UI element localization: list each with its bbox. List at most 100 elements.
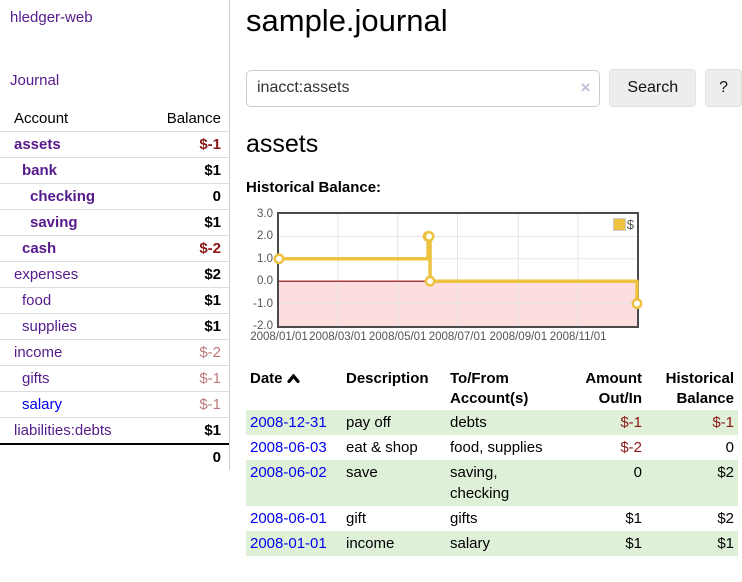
register-amount: $1 (625, 510, 642, 527)
sidebar: hledger-web Journal Account Balance asse… (0, 0, 230, 470)
y-tick-label: 2.0 (257, 230, 273, 243)
chart-svg (273, 214, 643, 326)
help-button[interactable]: ? (705, 69, 742, 107)
register-header-date[interactable]: Date (246, 368, 342, 410)
sidebar-account-link[interactable]: income (14, 344, 63, 361)
register-description: save (346, 464, 378, 481)
page: hledger-web Journal Account Balance asse… (0, 0, 742, 556)
account-total-row: 0 (0, 443, 229, 470)
sidebar-account-balance: $-2 (199, 240, 221, 257)
account-balance-table: Account Balance assets $-1 bank $1 check… (0, 106, 229, 470)
x-tick-label: 2008/09/01 (489, 331, 548, 343)
register-accounts: food, supplies (450, 439, 543, 456)
sidebar-account-link[interactable]: salary (22, 396, 63, 413)
register-description: eat & shop (346, 439, 418, 456)
y-tick-label: 1.0 (257, 252, 273, 265)
register-description: gift (346, 510, 367, 527)
x-tick-label: 2008/07/01 (428, 331, 487, 343)
register-row: 2008-06-02 save saving, checking 0 $2 (246, 460, 738, 506)
sidebar-account-row: assets $-1 (0, 131, 229, 157)
app-title[interactable]: hledger-web (10, 9, 93, 26)
register-accounts: salary (450, 535, 491, 552)
register-amount: $-1 (620, 414, 642, 431)
sidebar-account-row: checking 0 (0, 183, 229, 209)
sidebar-account-row: saving $1 (0, 209, 229, 235)
register-amount: $1 (625, 535, 642, 552)
sidebar-account-row: income $-2 (0, 339, 229, 365)
sidebar-account-balance: $1 (204, 214, 221, 231)
register-row: 2008-01-01 income salary $1 $1 (246, 531, 738, 556)
sidebar-account-balance: $-2 (199, 344, 221, 361)
x-tick-label: 2008/03/01 (309, 331, 367, 343)
chart-plot-area[interactable]: $ (273, 212, 643, 328)
sidebar-account-link[interactable]: checking (30, 188, 96, 205)
x-tick-label: 2008/11/01 (549, 331, 607, 343)
account-heading: assets (246, 130, 319, 158)
sidebar-account-link[interactable]: expenses (14, 266, 79, 283)
register-description: income (346, 535, 395, 552)
sidebar-account-balance: $1 (204, 292, 221, 309)
sidebar-account-row: bank $1 (0, 157, 229, 183)
sidebar-account-link[interactable]: assets (14, 136, 61, 153)
register-row: 2008-06-03 eat & shop food, supplies $-2… (246, 435, 738, 460)
register-balance: $2 (717, 510, 734, 527)
sidebar-account-row: food $1 (0, 287, 229, 313)
y-tick-label: 0.0 (257, 275, 273, 288)
chart-legend: $ (612, 217, 634, 232)
x-tick-label: 2008/05/01 (368, 331, 427, 343)
sidebar-account-link[interactable]: saving (30, 214, 78, 231)
register-header-balance: Historical Balance (665, 370, 734, 407)
sidebar-account-link[interactable]: gifts (22, 370, 50, 387)
register-accounts: debts (450, 414, 487, 431)
register-amount: 0 (633, 464, 642, 481)
register-row: 2008-12-31 pay off debts $-1 $-1 (246, 410, 738, 435)
sidebar-account-link[interactable]: food (22, 292, 52, 309)
balance-column-header: Balance (166, 110, 221, 127)
sidebar-account-balance: $1 (204, 318, 221, 335)
sidebar-account-link[interactable]: bank (22, 162, 58, 179)
register-balance: 0 (725, 439, 734, 456)
sidebar-account-link[interactable]: cash (22, 240, 57, 257)
x-tick-label: 2008/01/01 (250, 331, 308, 343)
register-date-link[interactable]: 2008-01-01 (250, 535, 327, 552)
search-box: × (246, 69, 601, 107)
register-amount: $-2 (620, 439, 642, 456)
register-header-amount: Amount Out/In (585, 370, 642, 407)
search-bar: × Search ? (246, 69, 742, 107)
sidebar-account-balance: $1 (204, 162, 221, 179)
sidebar-account-row: supplies $1 (0, 313, 229, 339)
clear-search-icon[interactable]: × (580, 77, 591, 97)
register-table: Date Description To/From Account(s) Amou… (246, 368, 738, 556)
sidebar-account-row: cash $-2 (0, 235, 229, 261)
sidebar-account-balance: $-1 (199, 396, 221, 413)
register-description: pay off (346, 414, 391, 431)
historical-balance-chart: 3.0 2.0 1.0 0.0 -1.0 -2.0 $ 2008/01/01 2008/03… (246, 208, 742, 346)
account-rows: assets $-1 bank $1 checking 0 saving $1 … (0, 131, 229, 443)
register-header-description: Description (346, 370, 429, 387)
sidebar-account-link[interactable]: supplies (22, 318, 78, 335)
sidebar-account-balance: $-1 (199, 136, 221, 153)
sidebar-account-row: liabilities:debts $1 (0, 417, 229, 443)
y-tick-label: 3.0 (257, 208, 273, 220)
register-date-link[interactable]: 2008-06-02 (250, 464, 327, 481)
sidebar-item-journal[interactable]: Journal (10, 72, 60, 89)
register-date-link[interactable]: 2008-12-31 (250, 414, 327, 431)
register-date-link[interactable]: 2008-06-01 (250, 510, 327, 527)
sidebar-account-row: expenses $2 (0, 261, 229, 287)
register-balance: $1 (717, 535, 734, 552)
sidebar-account-row: gifts $-1 (0, 365, 229, 391)
main-content: sample.journal × Search ? assets Histori… (246, 0, 742, 556)
account-column-header: Account (14, 110, 69, 127)
sidebar-account-balance: 0 (212, 188, 221, 205)
sidebar-account-link[interactable]: liabilities:debts (14, 422, 112, 439)
register-header-accounts: To/From Account(s) (450, 370, 529, 407)
sidebar-account-balance: $2 (204, 266, 221, 283)
chart-title: Historical Balance: (246, 179, 382, 196)
register-date-link[interactable]: 2008-06-03 (250, 439, 327, 456)
search-input[interactable] (246, 69, 601, 107)
sort-ascending-icon (286, 370, 300, 387)
sidebar-account-balance: $1 (204, 422, 221, 439)
sidebar-account-balance: $-1 (199, 370, 221, 387)
register-header-row: Date Description To/From Account(s) Amou… (246, 368, 738, 410)
search-button[interactable]: Search (609, 69, 697, 107)
